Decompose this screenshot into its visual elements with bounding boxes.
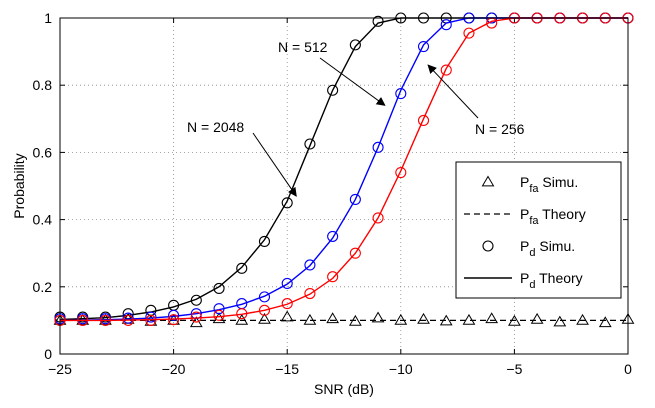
x-tick-label: −5 bbox=[506, 361, 522, 377]
pd-simulated-point bbox=[304, 287, 316, 300]
annotation-label: N = 512 bbox=[278, 39, 328, 55]
pd-simulated-point bbox=[327, 230, 339, 242]
y-tick-label: 1 bbox=[44, 10, 52, 26]
x-tick-label: 0 bbox=[624, 361, 632, 377]
plot-frame bbox=[59, 17, 629, 355]
pfa-simulated-point bbox=[417, 312, 430, 324]
legend-entry-label: Pfa Simu. bbox=[520, 174, 578, 195]
legend-circle-marker bbox=[482, 240, 494, 252]
legend-entry-label: Pd Theory bbox=[520, 270, 583, 291]
pfa-simulated-point bbox=[280, 310, 294, 322]
pd-simulated-point bbox=[145, 311, 157, 323]
pfa-simulated-point bbox=[212, 312, 226, 324]
y-axis-label: Probability bbox=[11, 153, 27, 218]
pfa-simulated-point bbox=[598, 316, 612, 328]
pd-simulated-point bbox=[168, 309, 180, 321]
pd-simulated-point bbox=[258, 304, 271, 316]
annotations: N = 2048 N = 512 N = 256 bbox=[187, 39, 525, 197]
legend-triangle-marker bbox=[481, 175, 495, 187]
pd-simulated-point bbox=[349, 193, 361, 205]
pfa-simulated-point bbox=[303, 313, 317, 325]
pd-simulated-point bbox=[281, 197, 293, 209]
pd-simulated-point bbox=[122, 314, 134, 326]
pd-simulated-point bbox=[327, 271, 339, 283]
pd-simulated-point bbox=[395, 88, 407, 100]
y-tick-label: 0.4 bbox=[33, 212, 53, 228]
y-tick-label: 0.2 bbox=[33, 279, 53, 295]
x-tick-label: −20 bbox=[162, 361, 186, 377]
pd-simulated-point bbox=[281, 298, 293, 310]
pd-simulated-point bbox=[77, 314, 89, 326]
pd-simulated-point bbox=[190, 311, 202, 323]
annotation-label: N = 2048 bbox=[187, 119, 244, 135]
pfa-simulated-point bbox=[258, 312, 271, 324]
pd-simulated-point bbox=[349, 39, 361, 51]
pfa-simulated-point bbox=[439, 314, 453, 326]
pd-simulated-point bbox=[463, 27, 475, 39]
x-tick-label: −25 bbox=[48, 361, 72, 377]
x-tick-label: −15 bbox=[275, 361, 299, 377]
tick-labels: −25 −20 −15 −10 −5 0 0 0.2 0.4 0.6 0.8 1 bbox=[33, 10, 633, 377]
y-tick-label: 0 bbox=[44, 346, 52, 362]
legend-entry-label: Pfa Theory bbox=[520, 206, 586, 227]
pfa-simulated-point bbox=[235, 313, 249, 325]
pd-simulated-point bbox=[258, 235, 271, 247]
y-tick-label: 0.6 bbox=[33, 144, 53, 160]
annotation-label: N = 256 bbox=[475, 121, 525, 137]
pd-simulated-point bbox=[372, 141, 384, 153]
annotation-arrow bbox=[319, 57, 386, 106]
legend: Pfa Simu. Pfa Theory Pd Simu. Pd Theory bbox=[455, 161, 622, 299]
pd-simulated-point bbox=[395, 167, 407, 179]
pd-simulated-point bbox=[190, 294, 202, 306]
pfa-simulated-point bbox=[485, 312, 499, 324]
pfa-simulated-point bbox=[553, 315, 567, 327]
pd-simulated-point bbox=[440, 19, 452, 31]
pfa-simulated-point bbox=[530, 312, 544, 324]
pfa-simulated-point bbox=[371, 311, 385, 323]
x-axis-label: SNR (dB) bbox=[314, 381, 374, 397]
pfa-simulated-point bbox=[326, 312, 340, 324]
pd-simulated-point bbox=[417, 114, 430, 127]
pd-simulated-point bbox=[349, 247, 361, 259]
pfa-simulated-point bbox=[394, 313, 408, 325]
pd-simulated-point bbox=[99, 314, 111, 326]
pfa-simulated-point bbox=[508, 314, 521, 326]
legend-entry-label: Pd Simu. bbox=[520, 238, 575, 259]
pd-simulated-point bbox=[304, 259, 316, 271]
pd-simulated-point bbox=[168, 314, 180, 326]
pfa-simulated-point bbox=[348, 314, 362, 326]
pd-simulated-point bbox=[440, 64, 452, 76]
pd-simulated-point bbox=[213, 303, 225, 315]
annotation-arrow bbox=[252, 132, 297, 197]
pfa-simulated-point bbox=[576, 313, 589, 325]
pd-simulated-point bbox=[372, 212, 384, 224]
pd-simulated-point bbox=[281, 277, 293, 289]
pd-simulated-point bbox=[145, 314, 157, 326]
pd-simulated-point bbox=[327, 84, 339, 96]
x-tick-label: −10 bbox=[389, 361, 413, 377]
pd-simulated-point bbox=[236, 262, 248, 274]
pd-simulated-point bbox=[417, 41, 430, 53]
pd-simulated-point bbox=[236, 308, 248, 320]
pd-simulated-point bbox=[213, 282, 225, 295]
pfa-simulated-point bbox=[462, 313, 476, 325]
annotation-arrow bbox=[427, 64, 479, 119]
pd-simulated-point bbox=[372, 15, 384, 27]
pd-simulated-point bbox=[258, 291, 271, 303]
pfa-simulated-point bbox=[189, 316, 203, 328]
y-tick-label: 0.8 bbox=[33, 77, 53, 93]
pd-simulated-point bbox=[304, 138, 316, 150]
pd-simulated-point bbox=[213, 309, 225, 321]
